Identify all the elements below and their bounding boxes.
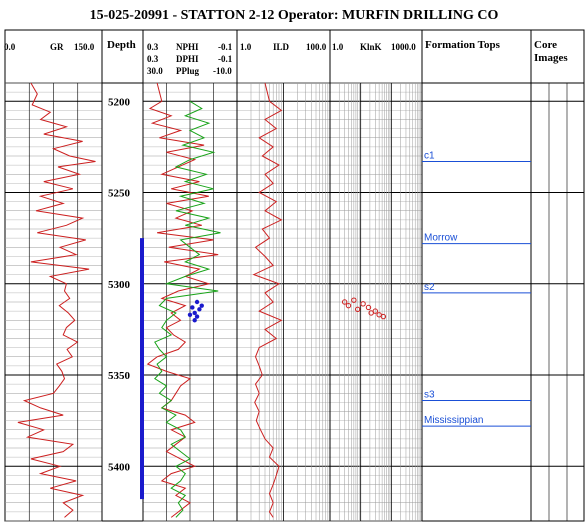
gr-name-label: GR (50, 42, 64, 52)
formation-top-label: Morrow (424, 233, 458, 244)
ild-min-label: 1.0 (240, 42, 252, 52)
nphi-curve (146, 82, 219, 518)
pplug-point (194, 299, 200, 305)
pplug-point (190, 305, 195, 310)
depth-ticks: 5200 5250 5300 5350 5400 (108, 96, 144, 500)
klnk-point (345, 302, 352, 309)
depth-tick-label: 5200 (108, 96, 131, 108)
dphi-min-label: 0.3 (147, 54, 159, 64)
klnk-points (341, 297, 387, 320)
depth-header: Depth (107, 39, 136, 51)
klnk-point (365, 304, 372, 311)
nphi-max-label: -0.1 (218, 42, 233, 52)
klnk-point (380, 313, 387, 320)
depth-tick-label: 5300 (108, 279, 131, 291)
klnk-max-label: 1000.0 (391, 42, 416, 52)
core-images-header: Core Images (534, 39, 568, 64)
pplug-max-label: -10.0 (213, 66, 232, 76)
pplug-point (199, 303, 204, 308)
track-headers: 0.0 GR 150.0 Depth 0.3 NPHI -0.1 0.3 DPH… (4, 39, 568, 76)
pplug-point (197, 307, 202, 312)
dphi-name-label: DPHI (176, 54, 199, 64)
pplug-point (194, 314, 200, 319)
klnk-point (351, 297, 357, 303)
log-frame (4, 29, 585, 522)
depth-tick-label: 5400 (108, 461, 131, 473)
formation-tops: c1 Morrow s2 s3 Mississippian (422, 150, 531, 427)
formation-tops-header: Formation Tops (425, 39, 501, 51)
klnk-point (341, 299, 348, 305)
klnk-point (354, 306, 361, 312)
log-title: 15-025-20991 - STATTON 2-12 Operator: MU… (89, 8, 499, 23)
log-curves (17, 82, 387, 518)
klnk-point (376, 312, 382, 318)
gr-curve (17, 82, 96, 518)
pplug-points (187, 299, 204, 323)
ild-max-label: 100.0 (306, 42, 327, 52)
klnk-min-label: 1.0 (332, 42, 344, 52)
nphi-name-label: NPHI (176, 42, 199, 52)
formation-top-label: s2 (424, 282, 435, 293)
pplug-point (187, 312, 193, 317)
log-grid (4, 29, 585, 522)
dphi-max-label: -0.1 (218, 54, 233, 64)
klnk-point (360, 301, 366, 307)
nphi-min-label: 0.3 (147, 42, 159, 52)
pplug-point (192, 310, 197, 316)
pplug-point (192, 318, 197, 323)
gr-max-label: 150.0 (74, 42, 95, 52)
klnk-name-label: KlnK (360, 42, 382, 52)
formation-top-label: Mississippian (424, 415, 483, 426)
ild-name-label: ILD (273, 42, 290, 52)
depth-tick-label: 5250 (108, 188, 131, 200)
formation-top-label: s3 (424, 390, 435, 401)
dphi-curve (154, 100, 221, 518)
ild-curve (252, 82, 283, 518)
gr-min-label: 0.0 (4, 42, 16, 52)
pplug-min-label: 30.0 (147, 66, 163, 76)
core-interval-bar (140, 238, 144, 500)
pplug-name-label: PPlug (176, 66, 200, 76)
depth-tick-label: 5350 (108, 370, 131, 382)
klnk-point (372, 308, 378, 314)
formation-top-label: c1 (424, 150, 435, 161)
